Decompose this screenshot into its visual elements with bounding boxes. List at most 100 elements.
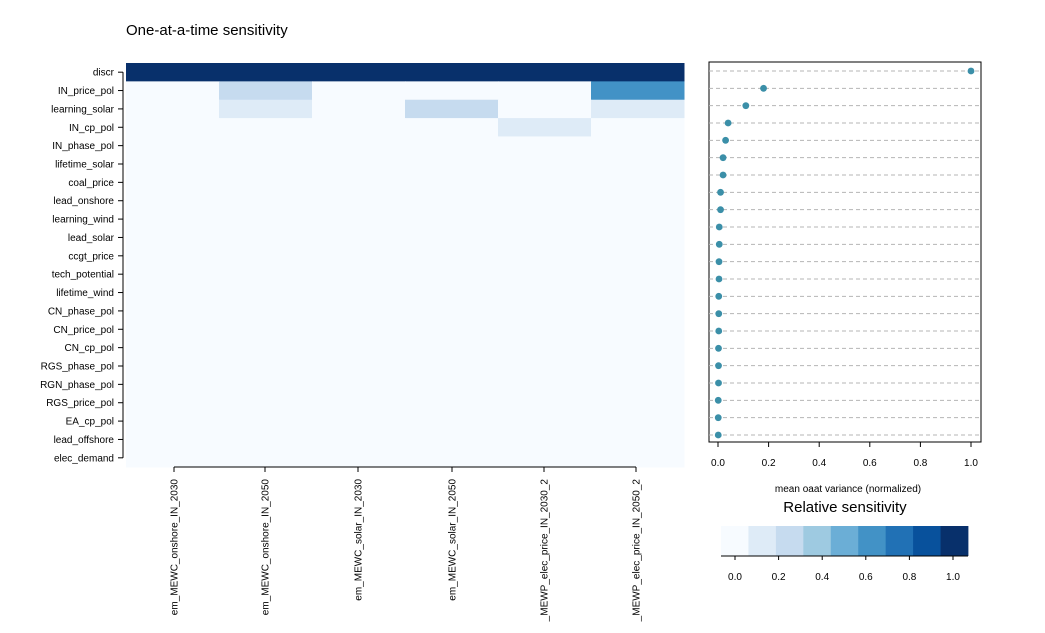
heatmap-cell [126, 228, 220, 248]
column-label: em_MEWC_solar_IN_2030 [354, 479, 365, 601]
heatmap-cell [498, 301, 592, 321]
x-axis-label: mean oaat variance (normalized) [775, 484, 921, 495]
row-label: elec_demand [54, 453, 114, 464]
heatmap-cell [312, 393, 406, 413]
heatmap-cell [126, 191, 220, 211]
legend-tick-label: 1.0 [946, 572, 960, 583]
data-point [715, 344, 722, 352]
data-point [719, 154, 727, 162]
heatmap-cell [312, 301, 406, 321]
heatmap-cell [126, 338, 220, 358]
row-label: RGS_phase_pol [41, 362, 114, 373]
heatmap-cell [591, 118, 685, 137]
heatmap-cell [498, 173, 592, 193]
heatmap-cell [591, 411, 685, 431]
heatmap-cell [405, 265, 499, 284]
heatmap-cell [312, 99, 406, 119]
column-label: _MEWP_elec_price_IN_2030_2 [540, 479, 551, 623]
heatmap-cell [498, 209, 592, 229]
x-tick-label: 0.2 [762, 458, 776, 469]
data-point [715, 327, 723, 335]
heatmap-cell [405, 301, 499, 321]
heatmap-cell [591, 448, 685, 468]
legend-swatch [885, 526, 914, 556]
heatmap-cell [405, 228, 499, 248]
heatmap-cell [219, 209, 313, 229]
heatmap-cell [126, 265, 220, 284]
legend-title: Relative sensitivity [783, 499, 907, 516]
heatmap-cell [405, 338, 499, 358]
heatmap-cell [219, 430, 313, 450]
heatmap-cell [219, 154, 313, 174]
heatmap-cell [498, 393, 592, 413]
heatmap-cell [126, 63, 220, 82]
heatmap-cell [498, 246, 592, 266]
column-label: em_MEWC_solar_IN_2050 [448, 479, 459, 601]
heatmap-cell [312, 118, 406, 137]
heatmap-cell [591, 356, 685, 376]
row-label: IN_phase_pol [52, 141, 114, 152]
heatmap-cell [591, 283, 685, 303]
heatmap-cell [219, 356, 313, 376]
heatmap-cell [126, 283, 220, 303]
heatmap-cell [219, 448, 313, 468]
heatmap-cell [498, 136, 592, 156]
data-point [717, 206, 724, 214]
heatmap-cell [219, 283, 313, 303]
heatmap-cell [219, 63, 313, 82]
data-point [760, 84, 767, 92]
heatmap-cell [219, 338, 313, 358]
heatmap-cell [312, 246, 406, 266]
heatmap-cell [126, 246, 220, 266]
data-point [742, 102, 750, 110]
row-label: learning_solar [51, 104, 114, 115]
heatmap-cell [405, 430, 499, 450]
chart-title: One-at-a-time sensitivity [126, 22, 288, 39]
heatmap-cell [591, 246, 685, 266]
heatmap-cell [405, 283, 499, 303]
legend-tick-label: 0.8 [902, 572, 916, 583]
row-label: RGN_phase_pol [40, 380, 114, 391]
heatmap-cell [312, 430, 406, 450]
data-point [717, 188, 724, 196]
heatmap-cell [126, 393, 220, 413]
heatmap-cell [219, 228, 313, 248]
data-point [715, 240, 723, 248]
heatmap-cell [591, 63, 685, 82]
heatmap-cell [219, 301, 313, 321]
heatmap-cell [312, 320, 406, 339]
heatmap-cell [405, 63, 499, 82]
heatmap-cell [498, 375, 592, 395]
row-label: discr [93, 68, 115, 79]
heatmap-cell [405, 173, 499, 193]
heatmap-cell [591, 338, 685, 358]
legend-swatch [858, 526, 887, 556]
heatmap-cell [498, 63, 592, 82]
heatmap-cell [126, 154, 220, 174]
heatmap-cell [498, 81, 592, 101]
data-point [714, 396, 722, 404]
heatmap-cell [591, 301, 685, 321]
data-point [722, 136, 729, 144]
heatmap-cell [312, 448, 406, 468]
x-tick-label: 1.0 [964, 458, 978, 469]
heatmap-cell [126, 320, 220, 339]
heatmap-cell [405, 136, 499, 156]
heatmap-cell [312, 356, 406, 376]
heatmap-cell [591, 99, 685, 119]
heatmap-cell [498, 99, 592, 119]
row-label: coal_price [68, 178, 114, 189]
legend-swatch [748, 526, 777, 556]
heatmap-cell [405, 209, 499, 229]
heatmap-cell [312, 154, 406, 174]
heatmap-cell [405, 191, 499, 211]
heatmap-cell [405, 81, 499, 101]
data-point [719, 171, 727, 179]
heatmap-cell [219, 393, 313, 413]
row-label: CN_cp_pol [65, 343, 114, 354]
legend-tick-label: 0.0 [728, 572, 742, 583]
x-tick-label: 0.4 [812, 458, 826, 469]
heatmap-cell [498, 228, 592, 248]
column-label: _MEWP_elec_price_IN_2050_2 [632, 479, 643, 623]
